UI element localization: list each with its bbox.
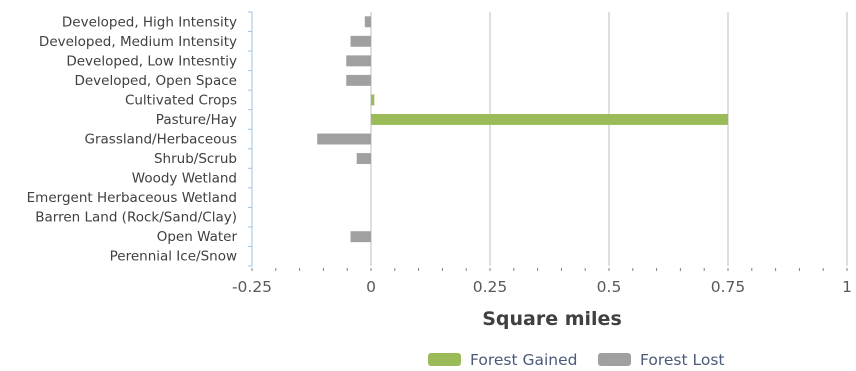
category-label: Developed, Open Space	[74, 73, 237, 89]
bar-forest-gained	[371, 113, 728, 125]
category-label: Emergent Herbaceous Wetland	[27, 190, 237, 206]
category-label: Woody Wetland	[132, 171, 237, 187]
legend-swatch	[598, 353, 631, 366]
x-tick-label: 0.25	[473, 278, 508, 296]
legend-swatch	[428, 353, 461, 366]
bar-forest-lost	[364, 16, 371, 28]
category-labels: Developed, High Intensity Developed, Medi…	[27, 14, 238, 264]
bar-forest-lost	[356, 153, 371, 165]
x-axis	[251, 268, 848, 271]
category-label: Open Water	[157, 229, 238, 245]
x-tick-label: 0.75	[711, 278, 746, 296]
gridlines	[370, 12, 848, 266]
legend: Forest Gained Forest Lost	[428, 351, 725, 369]
bar-forest-gained	[371, 94, 375, 106]
category-label: Shrub/Scrub	[154, 151, 237, 167]
x-tick-labels: -0.25 0 0.25 0.5 0.75 1	[232, 278, 852, 296]
bar-forest-lost	[317, 133, 371, 145]
bar-forest-lost	[350, 35, 371, 47]
category-label: Grassland/Herbaceous	[85, 132, 237, 148]
bar-forest-lost	[350, 231, 371, 243]
x-axis-title: Square miles	[482, 308, 622, 330]
category-label: Perennial Ice/Snow	[110, 249, 237, 265]
category-label: Developed, Medium Intensity	[39, 34, 237, 50]
x-tick-label: 0.5	[597, 278, 622, 296]
bars	[317, 16, 728, 243]
y-axis	[248, 11, 253, 267]
legend-label: Forest Gained	[470, 351, 578, 369]
legend-label: Forest Lost	[640, 351, 725, 369]
category-label: Developed, High Intensity	[62, 14, 237, 30]
x-tick-label: -0.25	[232, 278, 272, 296]
bar-forest-lost	[346, 55, 371, 67]
category-label: Barren Land (Rock/Sand/Clay)	[35, 210, 237, 226]
x-tick-label: 1	[842, 278, 852, 296]
category-label: Developed, Low Intesntiy	[66, 53, 237, 69]
x-tick-label: 0	[366, 278, 376, 296]
bar-forest-lost	[346, 74, 371, 86]
category-label: Cultivated Crops	[125, 92, 237, 108]
category-label: Pasture/Hay	[156, 112, 237, 128]
